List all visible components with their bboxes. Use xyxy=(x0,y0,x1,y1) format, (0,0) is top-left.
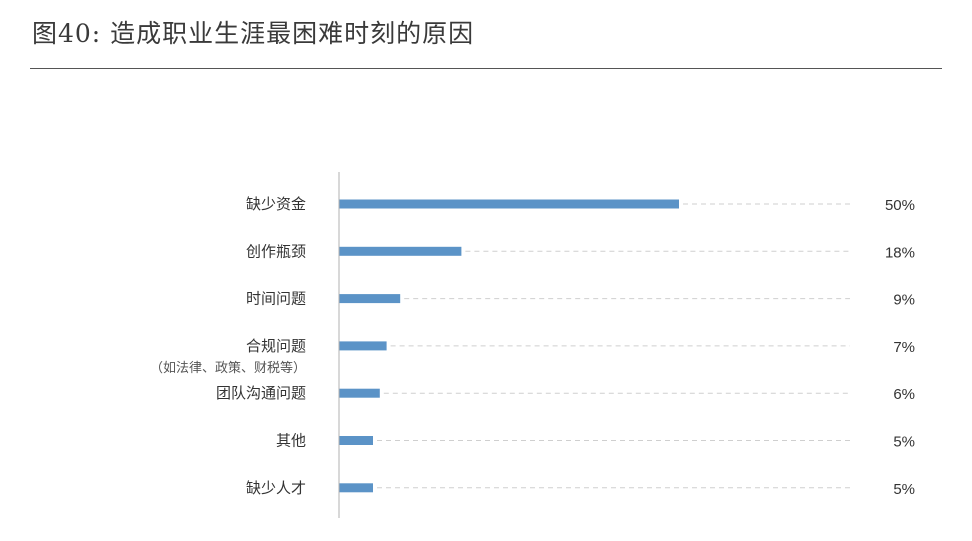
value-label: 9% xyxy=(893,292,915,309)
category-label: 合规问题 xyxy=(246,337,306,355)
value-label: 50% xyxy=(885,197,915,214)
value-label: 5% xyxy=(893,434,915,451)
chart-title: 图40: 造成职业生涯最困难时刻的原因 xyxy=(32,19,475,48)
bar xyxy=(339,294,401,304)
bar xyxy=(339,199,679,209)
bar xyxy=(339,246,462,256)
category-label: 创作瓶颈 xyxy=(246,242,306,260)
category-label: 其他 xyxy=(276,432,306,450)
bar xyxy=(339,388,380,398)
category-label: 团队沟通问题 xyxy=(216,384,306,402)
bar xyxy=(339,341,387,351)
category-label: 缺少人才 xyxy=(246,479,306,497)
value-label: 7% xyxy=(893,339,915,356)
title-divider xyxy=(30,68,942,69)
value-label: 6% xyxy=(893,386,915,403)
value-label: 5% xyxy=(893,481,915,498)
value-label: 18% xyxy=(885,244,915,261)
bar xyxy=(339,483,373,493)
category-label: 缺少资金 xyxy=(246,195,306,213)
category-label: 时间问题 xyxy=(246,290,306,308)
bar xyxy=(339,436,373,445)
category-note: （如法律、政策、财税等） xyxy=(150,360,306,376)
